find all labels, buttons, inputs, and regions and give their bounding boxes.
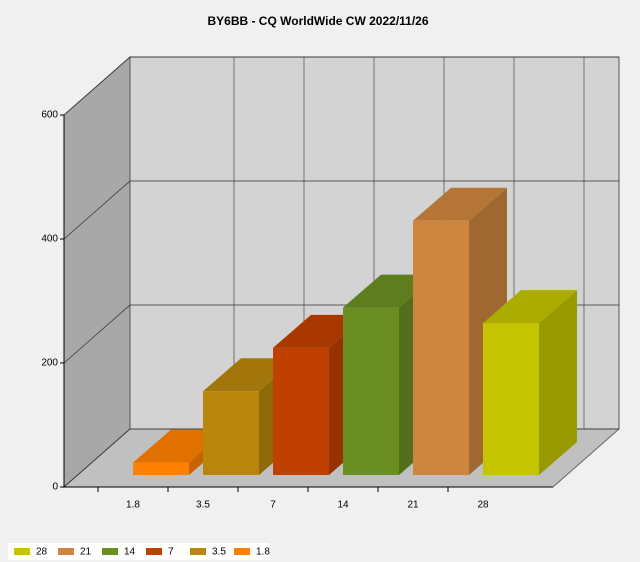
legend-label: 28 (36, 547, 48, 558)
chart-title: BY6BB - CQ WorldWide CW 2022/11/26 (207, 14, 428, 28)
legend-swatch (146, 548, 162, 555)
legend-swatch (234, 548, 250, 555)
y-tick-label: 200 (41, 358, 58, 369)
legend-label: 21 (80, 547, 92, 558)
legend-swatch (58, 548, 74, 555)
y-tick-label: 0 (52, 482, 58, 493)
grid-line (63, 180, 131, 240)
x-tick-label: 3.5 (196, 500, 210, 511)
bar-front (483, 323, 539, 475)
y-tick-label: 600 (41, 110, 58, 121)
legend-swatch (190, 548, 206, 555)
grid-line (63, 304, 131, 364)
legend-swatch (14, 548, 30, 555)
bar-front (343, 307, 399, 475)
x-tick-label: 1.8 (126, 500, 140, 511)
left-wall (63, 55, 131, 489)
legend-label: 7 (168, 547, 174, 558)
bar (483, 290, 577, 475)
x-tick-label: 14 (337, 500, 349, 511)
bar-top (413, 187, 507, 221)
grid-line (63, 428, 131, 488)
y-tick-label: 400 (41, 234, 58, 245)
legend-label: 3.5 (212, 547, 226, 558)
bar-front (273, 347, 329, 475)
legend-label: 14 (124, 547, 136, 558)
x-tick-label: 28 (477, 500, 489, 511)
x-tick-label: 21 (407, 500, 419, 511)
bar-front (413, 220, 469, 475)
grid-line (63, 56, 131, 116)
legend-box (8, 543, 270, 560)
x-tick-label: 7 (270, 500, 276, 511)
bar-front (203, 391, 259, 475)
bar-side (539, 290, 577, 475)
bar-front (133, 462, 189, 475)
legend-swatch (102, 548, 118, 555)
legend-label: 1.8 (256, 547, 270, 558)
bar-top (483, 290, 577, 324)
